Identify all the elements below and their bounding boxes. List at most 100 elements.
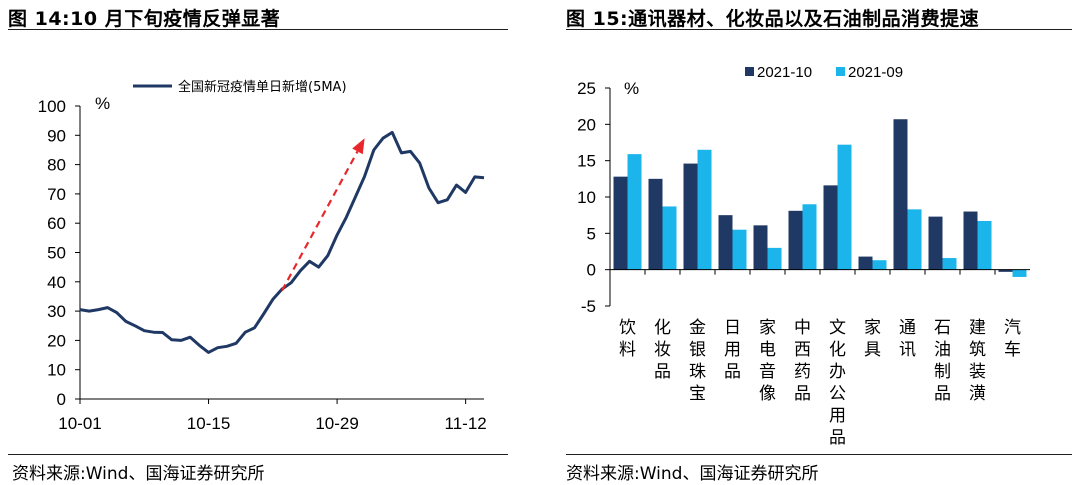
category-label: 汽 <box>1004 318 1021 338</box>
right-source-note: 资料来源:Wind、国海证券研究所 <box>566 464 819 484</box>
category-label: 中 <box>794 318 811 338</box>
category-label: 装 <box>969 362 986 382</box>
category-label: 办 <box>829 362 846 382</box>
bar-2021-10 <box>893 119 908 270</box>
category-label: 品 <box>934 384 951 404</box>
category-label: 饮 <box>619 318 636 338</box>
category-label: 珠 <box>689 362 706 382</box>
left-title-rule <box>8 29 508 30</box>
bar-2021-10 <box>718 215 733 270</box>
right-y-tick-label: 15 <box>577 152 596 171</box>
trend-arrow-head <box>352 138 365 155</box>
left-y-tick-label: 50 <box>47 244 66 263</box>
bar-2021-09 <box>1012 269 1027 277</box>
category-label: 银 <box>689 340 706 360</box>
right-legend-swatch <box>836 67 845 76</box>
left-y-tick-label: 30 <box>47 302 66 321</box>
bar-2021-10 <box>858 256 873 270</box>
category-label: 音 <box>759 362 776 382</box>
left-chart-title: 图 14:10 月下旬疫情反弹显著 <box>8 8 281 30</box>
category-label: 品 <box>829 428 846 448</box>
bar-2021-09 <box>627 154 642 270</box>
category-label: 药 <box>794 362 811 382</box>
bar-2021-09 <box>977 220 992 270</box>
left-unit-label: % <box>95 94 110 113</box>
left-legend-label: 全国新冠疫情单日新增(5MA) <box>178 79 347 95</box>
right-legend-label: 2021-09 <box>848 64 903 81</box>
right-chart-title: 图 15:通讯器材、化妆品以及石油制品消费提速 <box>566 8 980 30</box>
category-label: 讯 <box>899 340 916 360</box>
left-footer-rule <box>8 454 508 455</box>
category-label: 像 <box>759 384 776 404</box>
category-label: 制 <box>934 362 951 382</box>
right-legend-label: 2021-10 <box>757 64 812 81</box>
bar-2021-10 <box>998 269 1013 272</box>
right-footer-rule <box>566 454 1072 455</box>
category-label: 用 <box>829 406 846 426</box>
bar-2021-09 <box>732 229 747 270</box>
category-label: 宝 <box>689 384 706 404</box>
bar-2021-09 <box>872 260 887 270</box>
right-y-tick-label: -5 <box>581 297 596 316</box>
bar-2021-09 <box>907 209 922 270</box>
category-label: 电 <box>759 340 776 360</box>
bar-2021-09 <box>802 204 817 270</box>
left-y-tick-label: 10 <box>47 361 66 380</box>
left-y-tick-label: 40 <box>47 273 66 292</box>
trend-arrow-shaft <box>281 150 359 292</box>
category-label: 具 <box>864 340 881 360</box>
bar-2021-09 <box>942 258 957 270</box>
left-x-tick-label: 10-29 <box>315 414 358 433</box>
category-label: 化 <box>829 340 846 360</box>
left-y-tick-label: 90 <box>47 126 66 145</box>
left-y-tick-label: 0 <box>57 390 66 409</box>
left-x-tick-label: 11-12 <box>445 414 487 433</box>
bar-2021-09 <box>767 247 782 270</box>
bar-2021-10 <box>753 225 768 270</box>
bar-2021-10 <box>613 176 628 270</box>
left-y-tick-label: 60 <box>47 214 66 233</box>
left-x-tick-label: 10-15 <box>187 414 230 433</box>
category-label: 日 <box>724 318 741 338</box>
bar-2021-10 <box>823 185 838 270</box>
category-label: 石 <box>934 318 951 338</box>
left-y-tick-label: 100 <box>38 97 66 116</box>
bar-2021-09 <box>697 149 712 270</box>
right-title-rule <box>566 29 1072 30</box>
right-y-tick-label: 5 <box>587 224 596 243</box>
left-x-tick-label: 10-01 <box>58 414 101 433</box>
category-label: 通 <box>899 318 916 338</box>
category-label: 筑 <box>969 340 986 360</box>
left-y-tick-label: 70 <box>47 185 66 204</box>
bar-2021-10 <box>648 178 663 270</box>
right-y-tick-label: 0 <box>587 261 596 280</box>
category-label: 建 <box>969 318 986 338</box>
category-label: 用 <box>724 340 741 360</box>
category-label: 金 <box>689 318 706 338</box>
bar-2021-10 <box>963 211 978 270</box>
left-y-tick-label: 20 <box>47 331 66 350</box>
category-label: 料 <box>619 340 636 360</box>
right-y-tick-label: 20 <box>577 115 596 134</box>
category-label: 文 <box>829 318 846 338</box>
bar-2021-09 <box>837 144 852 270</box>
bar-2021-09 <box>662 206 677 270</box>
right-unit-label: % <box>624 79 639 98</box>
category-label: 化 <box>654 318 671 338</box>
category-label: 公 <box>829 384 846 404</box>
category-label: 品 <box>724 362 741 382</box>
bar-2021-10 <box>788 210 803 270</box>
category-label: 品 <box>794 384 811 404</box>
right-y-tick-label: 10 <box>577 188 596 207</box>
category-label: 车 <box>1004 340 1021 360</box>
right-legend-swatch <box>745 67 754 76</box>
category-label: 油 <box>934 340 951 360</box>
category-label: 潢 <box>969 384 986 404</box>
category-label: 家 <box>759 318 776 338</box>
right-y-tick-label: 25 <box>577 79 596 98</box>
left-source-note: 资料来源:Wind、国海证券研究所 <box>12 464 265 484</box>
category-label: 西 <box>794 340 811 360</box>
bar-2021-10 <box>928 216 943 270</box>
category-label: 品 <box>654 362 671 382</box>
